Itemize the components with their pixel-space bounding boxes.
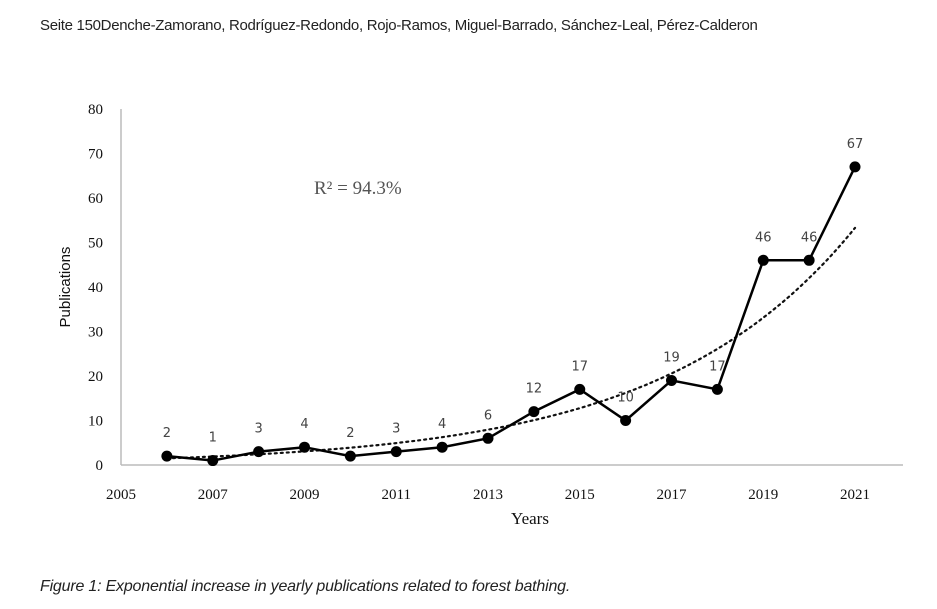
data-point: [620, 415, 632, 426]
y-tick-label: 20: [88, 369, 103, 385]
x-tick-label: 2015: [565, 487, 595, 503]
data-label: 3: [392, 422, 400, 437]
r-squared-annotation: R² = 94.3%: [314, 178, 402, 199]
data-point: [161, 450, 173, 462]
x-tick-label: 2011: [382, 487, 411, 503]
data-label: 12: [526, 382, 543, 397]
y-tick-label: 60: [88, 191, 103, 207]
y-axis-title: Publications: [57, 247, 74, 328]
data-point: [390, 446, 402, 458]
data-label: 2: [163, 426, 171, 441]
x-tick-label: 2017: [657, 487, 688, 503]
exponential-trendline: [165, 226, 857, 460]
x-tick-label: 2021: [840, 487, 870, 503]
data-point: [803, 254, 815, 266]
data-point: [711, 383, 723, 395]
y-tick-label: 40: [88, 280, 103, 296]
data-point: [253, 446, 265, 458]
x-tick-label: 2019: [748, 487, 778, 503]
data-point: [299, 441, 310, 453]
series-line: [166, 166, 857, 462]
y-tick-label: 50: [88, 236, 103, 252]
data-label: 17: [709, 359, 726, 374]
data-label: 4: [438, 417, 446, 432]
data-label: 1: [209, 431, 217, 446]
data-point: [849, 161, 861, 173]
data-point: [207, 455, 219, 467]
data-label: 17: [571, 359, 588, 374]
data-point: [757, 254, 769, 266]
y-tick-label: 0: [96, 458, 104, 474]
data-label: 4: [300, 417, 308, 432]
y-tick-label: 10: [88, 414, 103, 430]
page-header: Seite 150Denche-Zamorano, Rodríguez-Redo…: [40, 17, 758, 34]
data-label: 2: [346, 426, 354, 441]
data-label: 46: [755, 230, 772, 245]
figure-caption: Figure 1: Exponential increase in yearly…: [40, 578, 571, 595]
x-tick-label: 2013: [473, 487, 503, 503]
data-point: [436, 441, 448, 453]
x-tick-label: 2009: [290, 487, 320, 503]
data-label: 46: [801, 230, 818, 245]
data-point: [528, 406, 540, 418]
data-label: 3: [254, 422, 262, 437]
data-point: [574, 383, 586, 395]
y-tick-label: 80: [88, 102, 103, 118]
data-label: 19: [663, 350, 680, 365]
data-point: [344, 450, 356, 462]
data-label: 67: [847, 137, 864, 152]
x-tick-label: 2005: [106, 487, 136, 503]
y-tick-label: 70: [88, 147, 103, 163]
x-tick-label: 2007: [198, 487, 229, 503]
data-label: 10: [617, 391, 634, 406]
y-tick-label: 30: [88, 325, 103, 341]
data-point: [666, 374, 677, 386]
x-axis-title: Years: [511, 509, 549, 528]
data-point: [482, 432, 494, 444]
data-label: 6: [484, 408, 492, 423]
